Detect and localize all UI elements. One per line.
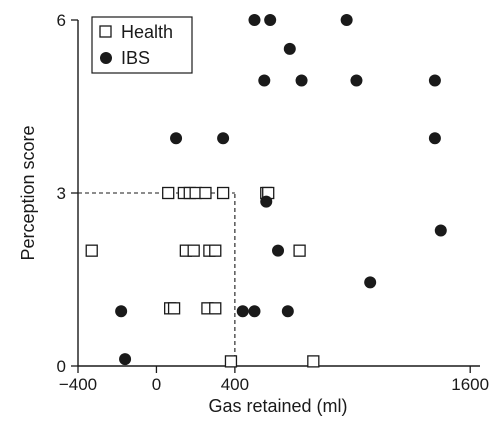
ibs-data-point bbox=[217, 132, 230, 145]
ibs-data-point bbox=[119, 353, 132, 366]
reference-lines bbox=[78, 192, 236, 366]
ibs-data-point bbox=[428, 74, 441, 87]
health-data-point bbox=[187, 244, 200, 257]
x-axis-ticks: −400 0 400 1600 bbox=[59, 366, 489, 394]
ibs-data-point bbox=[115, 305, 128, 318]
x-axis-label: Gas retained (ml) bbox=[208, 396, 347, 416]
health-data-point bbox=[162, 186, 175, 200]
data-points bbox=[85, 14, 447, 368]
ibs-data-point bbox=[236, 305, 249, 318]
ibs-data-point bbox=[434, 224, 447, 237]
y-tick-label: 0 bbox=[57, 357, 66, 376]
health-data-point bbox=[167, 302, 181, 315]
legend: Health IBS bbox=[91, 16, 193, 74]
health-data-point bbox=[216, 186, 230, 200]
x-tick-label: 400 bbox=[221, 375, 249, 394]
ibs-data-point bbox=[272, 244, 285, 257]
ibs-data-point bbox=[170, 132, 183, 145]
ibs-data-point bbox=[295, 74, 308, 87]
health-data-point bbox=[85, 244, 98, 257]
ibs-data-point bbox=[340, 14, 353, 26]
ibs-data-point bbox=[283, 42, 296, 55]
y-tick-label: 6 bbox=[57, 11, 66, 30]
ibs-data-point bbox=[281, 305, 294, 318]
ibs-data-point bbox=[248, 14, 261, 26]
ibs-data-point bbox=[428, 132, 441, 145]
ibs-data-point bbox=[350, 74, 363, 87]
x-tick-label: −400 bbox=[59, 375, 97, 394]
health-data-point bbox=[209, 302, 222, 315]
ibs-data-point bbox=[264, 14, 277, 26]
y-tick-label: 3 bbox=[57, 184, 66, 203]
legend-ibs-label: IBS bbox=[121, 48, 150, 68]
x-tick-label: 0 bbox=[152, 375, 161, 394]
ibs-data-point bbox=[364, 276, 377, 289]
y-axis-label: Perception score bbox=[18, 125, 38, 260]
health-data-point bbox=[209, 244, 222, 257]
ibs-data-point bbox=[248, 305, 261, 318]
health-data-point bbox=[293, 244, 306, 257]
health-data-point bbox=[307, 355, 320, 368]
health-data-point bbox=[224, 355, 238, 368]
ibs-data-point bbox=[260, 195, 273, 208]
legend-health-marker bbox=[99, 25, 112, 38]
y-axis-ticks: 0 3 6 bbox=[57, 11, 78, 376]
legend-health-label: Health bbox=[121, 22, 173, 42]
ibs-data-point bbox=[258, 74, 271, 87]
legend-ibs-marker bbox=[100, 52, 112, 64]
health-data-point bbox=[199, 186, 212, 200]
x-tick-label: 1600 bbox=[451, 375, 489, 394]
